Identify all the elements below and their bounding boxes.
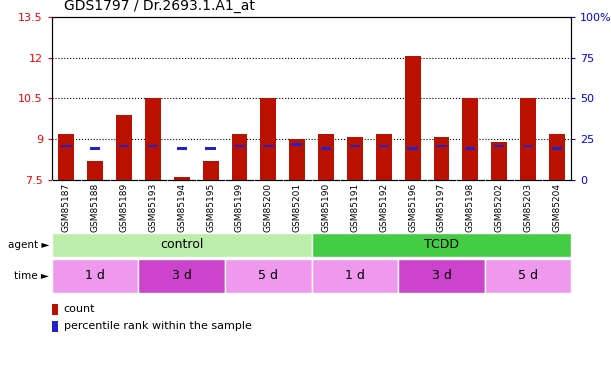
Text: 5 d: 5 d <box>258 269 279 282</box>
Bar <box>376 134 392 180</box>
Text: control: control <box>160 238 203 251</box>
Text: GSM85204: GSM85204 <box>552 183 562 231</box>
Text: count: count <box>64 304 95 314</box>
Bar <box>119 145 130 147</box>
Bar <box>139 259 225 292</box>
Bar <box>52 321 59 332</box>
Bar <box>347 136 363 180</box>
Bar <box>90 147 100 150</box>
Text: GSM85198: GSM85198 <box>466 183 475 232</box>
Bar <box>234 145 244 147</box>
Bar <box>263 145 274 147</box>
Text: GSM85193: GSM85193 <box>148 183 158 232</box>
Bar <box>379 145 389 147</box>
Bar <box>289 139 305 180</box>
Text: GSM85192: GSM85192 <box>379 183 388 232</box>
Bar <box>523 145 533 147</box>
Text: time ►: time ► <box>14 271 49 280</box>
Bar <box>408 147 418 150</box>
Bar <box>520 99 536 180</box>
Text: percentile rank within the sample: percentile rank within the sample <box>64 321 252 331</box>
Text: GSM85201: GSM85201 <box>293 183 302 232</box>
Bar <box>552 147 562 150</box>
Bar <box>485 259 571 292</box>
Text: GDS1797 / Dr.2693.1.A1_at: GDS1797 / Dr.2693.1.A1_at <box>64 0 255 13</box>
Text: GSM85187: GSM85187 <box>62 183 71 232</box>
Text: GSM85189: GSM85189 <box>120 183 128 232</box>
Bar <box>312 232 571 257</box>
Bar <box>404 56 420 180</box>
Bar <box>148 145 158 147</box>
Bar <box>52 232 312 257</box>
Text: GSM85197: GSM85197 <box>437 183 446 232</box>
Bar <box>491 142 507 180</box>
Text: GSM85200: GSM85200 <box>264 183 273 232</box>
Bar <box>232 134 247 180</box>
Bar <box>465 147 475 150</box>
Text: GSM85194: GSM85194 <box>177 183 186 232</box>
Bar <box>312 259 398 292</box>
Text: 5 d: 5 d <box>518 269 538 282</box>
Bar <box>174 177 189 180</box>
Text: GSM85203: GSM85203 <box>524 183 533 232</box>
Bar <box>349 145 360 147</box>
Bar <box>549 134 565 180</box>
Bar <box>145 99 161 180</box>
Text: 3 d: 3 d <box>431 269 452 282</box>
Text: GSM85199: GSM85199 <box>235 183 244 232</box>
Bar <box>463 99 478 180</box>
Text: GSM85191: GSM85191 <box>350 183 359 232</box>
Text: 3 d: 3 d <box>172 269 192 282</box>
Bar <box>87 161 103 180</box>
Text: 1 d: 1 d <box>345 269 365 282</box>
Bar <box>203 161 219 180</box>
Text: TCDD: TCDD <box>424 238 459 251</box>
Text: GSM85188: GSM85188 <box>90 183 100 232</box>
Text: 1 d: 1 d <box>86 269 105 282</box>
Bar <box>436 145 447 147</box>
Text: GSM85196: GSM85196 <box>408 183 417 232</box>
Bar <box>494 145 504 147</box>
Bar <box>292 143 302 146</box>
Bar <box>321 147 331 150</box>
Bar <box>52 259 139 292</box>
Text: GSM85195: GSM85195 <box>206 183 215 232</box>
Text: agent ►: agent ► <box>7 240 49 250</box>
Bar <box>398 259 485 292</box>
Bar <box>59 134 75 180</box>
Bar <box>225 259 312 292</box>
Text: GSM85202: GSM85202 <box>495 183 503 231</box>
Bar <box>318 134 334 180</box>
Bar <box>61 145 71 147</box>
Bar <box>116 115 132 180</box>
Text: GSM85190: GSM85190 <box>321 183 331 232</box>
Bar <box>52 304 59 315</box>
Bar <box>434 136 449 180</box>
Bar <box>177 147 187 150</box>
Bar <box>260 99 276 180</box>
Bar <box>205 147 216 150</box>
